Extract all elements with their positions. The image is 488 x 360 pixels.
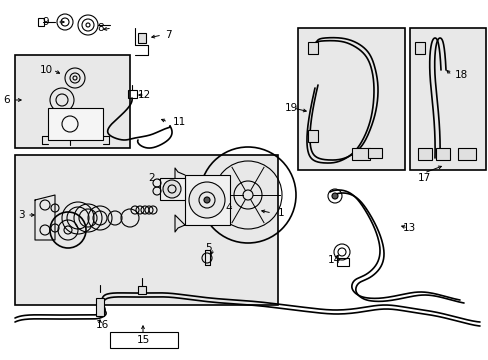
Bar — [307, 42, 317, 54]
Text: 15: 15 — [136, 335, 149, 345]
Bar — [96, 298, 104, 316]
Bar — [457, 148, 475, 160]
Text: 14: 14 — [327, 255, 341, 265]
Bar — [417, 148, 431, 160]
Bar — [48, 108, 103, 140]
Bar — [38, 18, 44, 26]
Text: 13: 13 — [402, 223, 415, 233]
Bar — [414, 42, 424, 54]
Bar — [110, 332, 178, 348]
Bar — [351, 148, 369, 160]
Bar — [15, 55, 130, 148]
Bar — [184, 175, 229, 225]
Text: 7: 7 — [164, 30, 171, 40]
Circle shape — [203, 197, 209, 203]
Bar — [435, 148, 449, 160]
Bar — [15, 155, 278, 305]
Text: 6: 6 — [3, 95, 10, 105]
Bar — [409, 28, 485, 170]
Text: 8: 8 — [97, 23, 103, 33]
Text: 3: 3 — [18, 210, 24, 220]
Text: 18: 18 — [454, 70, 468, 80]
Bar — [138, 286, 146, 294]
Bar — [160, 178, 184, 200]
Bar — [307, 130, 317, 142]
Text: 1: 1 — [278, 208, 284, 218]
Bar — [128, 90, 137, 98]
Text: 16: 16 — [96, 320, 109, 330]
Text: 5: 5 — [204, 243, 211, 253]
Bar — [297, 28, 404, 170]
Circle shape — [189, 182, 224, 218]
Text: 17: 17 — [417, 173, 430, 183]
Text: 9: 9 — [42, 17, 48, 27]
Bar — [336, 258, 348, 266]
Bar — [138, 33, 146, 43]
Text: 19: 19 — [285, 103, 298, 113]
Text: 2: 2 — [148, 173, 154, 183]
Bar — [367, 148, 381, 158]
Circle shape — [163, 180, 181, 198]
Text: 4: 4 — [224, 203, 231, 213]
Text: 11: 11 — [173, 117, 186, 127]
Circle shape — [331, 193, 337, 199]
Text: 12: 12 — [138, 90, 151, 100]
Text: 10: 10 — [40, 65, 53, 75]
